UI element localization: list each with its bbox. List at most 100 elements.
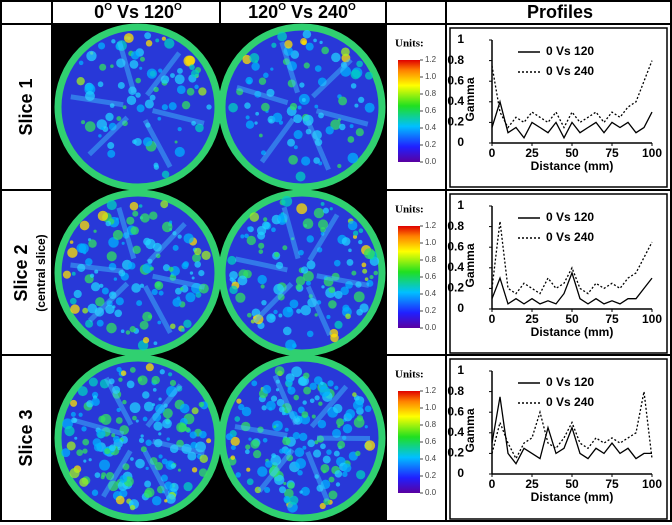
map-blob bbox=[364, 425, 368, 429]
map-blob bbox=[149, 94, 156, 101]
map-blob bbox=[117, 446, 121, 451]
map-spoke bbox=[70, 262, 124, 274]
map-blob bbox=[120, 329, 125, 334]
map-blob bbox=[100, 475, 105, 480]
map-blob bbox=[177, 234, 182, 239]
map-blob bbox=[287, 138, 296, 147]
map-blob bbox=[93, 229, 97, 233]
map-blob bbox=[108, 291, 117, 299]
map-blob bbox=[115, 297, 124, 306]
map-blob bbox=[149, 457, 158, 466]
map-blob bbox=[260, 284, 265, 289]
map-blob bbox=[99, 379, 110, 389]
map-spoke bbox=[145, 383, 183, 428]
map-blob bbox=[313, 449, 322, 458]
map-blob bbox=[116, 116, 122, 122]
map-blob bbox=[323, 498, 331, 506]
map-blob bbox=[79, 477, 89, 487]
gamma-map bbox=[54, 189, 222, 357]
map-blob bbox=[283, 46, 293, 56]
map-blob bbox=[119, 475, 128, 483]
map-blob bbox=[351, 270, 357, 276]
y-tick-label: 0.2 bbox=[447, 446, 464, 460]
y-axis-label: Gamma bbox=[463, 77, 477, 121]
map-blob bbox=[179, 287, 184, 291]
map-blob bbox=[229, 285, 238, 295]
map-blob bbox=[129, 402, 141, 414]
map-blob bbox=[161, 170, 170, 179]
map-blob bbox=[140, 213, 150, 223]
map-blob bbox=[70, 411, 76, 417]
map-blob bbox=[95, 297, 105, 307]
map-blob bbox=[249, 212, 260, 222]
map-blob bbox=[230, 455, 236, 460]
map-blob bbox=[71, 417, 77, 424]
map-blob bbox=[246, 478, 254, 486]
map-blob bbox=[348, 248, 352, 253]
map-blob bbox=[320, 443, 326, 450]
map-blob bbox=[358, 96, 365, 104]
map-blob bbox=[94, 307, 105, 317]
map-blob bbox=[289, 299, 299, 309]
map-blob bbox=[274, 366, 285, 376]
map-blob bbox=[128, 86, 137, 95]
map-blob bbox=[285, 378, 293, 387]
map-blob bbox=[314, 313, 318, 317]
map-blob bbox=[282, 245, 288, 251]
map-blob bbox=[110, 64, 114, 68]
map-blob bbox=[187, 451, 197, 461]
map-blob bbox=[302, 270, 314, 282]
row-label: Slice 3 bbox=[16, 409, 36, 466]
chart-frame bbox=[449, 358, 668, 520]
legend-label: 0 Vs 240 bbox=[546, 230, 594, 244]
map-blob bbox=[144, 99, 154, 109]
map-blob bbox=[116, 366, 122, 373]
map-blob bbox=[199, 430, 207, 439]
map-blob bbox=[292, 432, 300, 440]
map-blob bbox=[142, 337, 150, 344]
map-blob bbox=[135, 458, 145, 469]
map-blob bbox=[183, 482, 193, 492]
map-blob bbox=[160, 474, 168, 482]
map-blob bbox=[303, 386, 312, 395]
map-blob bbox=[251, 62, 260, 71]
map-blob bbox=[354, 103, 359, 108]
y-tick-label: 1 bbox=[457, 198, 464, 212]
map-blob bbox=[138, 204, 143, 208]
map-blob bbox=[186, 87, 195, 96]
map-blob bbox=[349, 124, 354, 129]
map-blob bbox=[257, 426, 264, 433]
map-blob bbox=[206, 438, 212, 444]
map-blob bbox=[356, 60, 363, 68]
map-blob bbox=[295, 276, 306, 286]
map-blob bbox=[266, 88, 275, 97]
map-blob bbox=[301, 411, 309, 418]
map-blob bbox=[113, 277, 118, 281]
map-blob bbox=[257, 466, 268, 477]
legend-label: 0 Vs 240 bbox=[546, 395, 594, 409]
map-blob bbox=[355, 450, 361, 457]
map-spoke bbox=[309, 384, 349, 429]
map-blob bbox=[350, 69, 361, 80]
map-blob bbox=[296, 203, 308, 215]
map-blob bbox=[335, 482, 341, 487]
map-blob bbox=[155, 38, 160, 43]
column-header: Profiles bbox=[527, 2, 593, 22]
map-blob bbox=[82, 307, 89, 314]
map-blob bbox=[369, 275, 374, 280]
colorbar-tick-label: 0.8 bbox=[425, 420, 437, 429]
map-blob bbox=[284, 40, 293, 49]
map-blob bbox=[135, 419, 139, 423]
map-blob bbox=[178, 423, 187, 432]
map-blob bbox=[130, 457, 134, 461]
x-tick-label: 75 bbox=[605, 477, 619, 491]
map-blob bbox=[108, 122, 117, 131]
map-blob bbox=[79, 220, 90, 231]
map-blob bbox=[307, 439, 315, 448]
map-blob bbox=[295, 171, 306, 182]
map-blob bbox=[364, 277, 369, 281]
y-axis-label: Gamma bbox=[463, 243, 477, 287]
map-blob bbox=[107, 142, 115, 150]
map-blob bbox=[136, 300, 143, 307]
map-blob bbox=[191, 407, 199, 415]
